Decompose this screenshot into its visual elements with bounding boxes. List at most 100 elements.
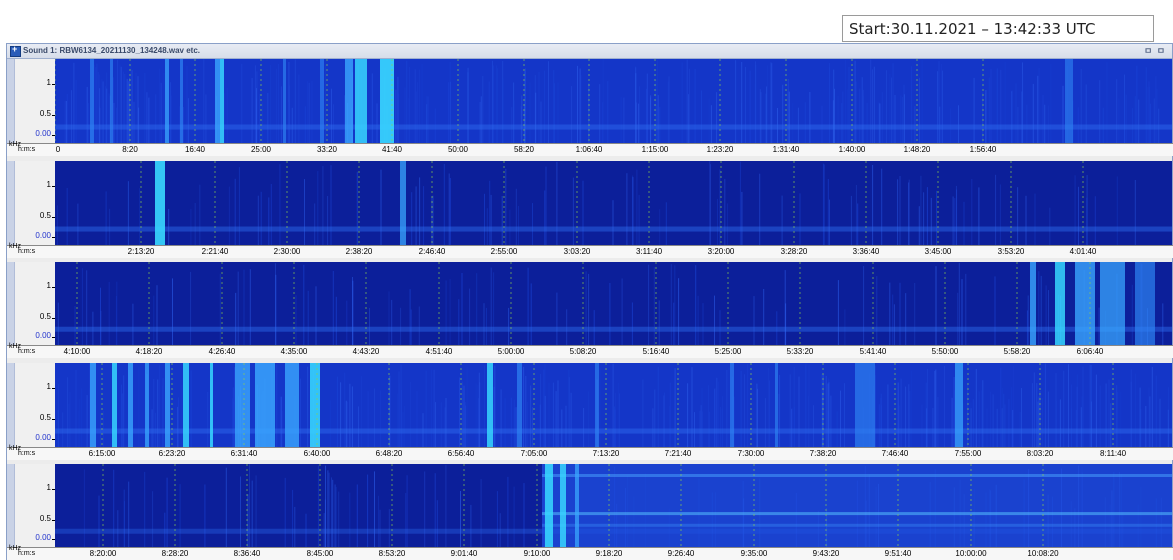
spectral-noise-streak (330, 165, 332, 245)
spectral-noise-streak (694, 69, 696, 143)
spectrogram-panel[interactable]: 1 0.5 0.00 kHz h:m:s 0 8:20 16:40 25:00 33:20 41:4… (7, 59, 1173, 156)
spectral-noise-streak (288, 102, 290, 143)
spectral-noise-streak (448, 82, 450, 143)
window-title-bar[interactable]: Sound 1: RBW6134_20211130_134248.wav etc… (7, 44, 1172, 59)
spectral-noise-streak (828, 378, 830, 447)
spectral-noise-streak (793, 407, 795, 447)
spectral-noise-streak (477, 384, 479, 447)
spectral-noise-streak (809, 92, 811, 143)
spectral-noise-streak (225, 467, 227, 547)
spectrogram-panel[interactable]: 1 0.5 0.00 kHz h:m:s 8:20:00 8:28:20 8:36:40 8:4… (7, 464, 1173, 560)
spectral-noise-streak (954, 198, 956, 245)
signal-event (345, 59, 353, 143)
spectral-noise-streak (1017, 187, 1019, 245)
spectral-noise-streak (270, 184, 272, 245)
spectral-noise-streak (443, 163, 445, 245)
spectral-noise-streak (434, 473, 436, 547)
spectral-noise-streak (486, 208, 488, 245)
spectral-noise-streak (1012, 409, 1014, 447)
frequency-unit-label: kHz (9, 243, 22, 250)
signal-event (110, 59, 113, 143)
time-tick-label: 7:30:00 (737, 449, 765, 458)
spectral-noise-streak (374, 388, 375, 447)
frequency-tick-label: 0.5 (39, 211, 51, 221)
spectral-noise-streak (489, 180, 491, 245)
spectral-noise-streak (925, 382, 927, 447)
spectral-noise-streak (935, 369, 937, 447)
spectral-noise-streak (749, 70, 751, 143)
spectral-noise-streak (128, 481, 130, 547)
signal-event (595, 363, 599, 447)
spectral-noise-streak (914, 106, 916, 143)
signal-event (1030, 262, 1036, 345)
spectral-noise-streak (873, 66, 875, 143)
spectral-noise-streak (911, 66, 913, 143)
spectral-noise-streak (241, 63, 243, 143)
spectrogram-image[interactable] (55, 363, 1172, 447)
spectral-noise-streak (836, 411, 838, 447)
spectral-noise-streak (117, 510, 119, 547)
spectral-noise-streak (449, 279, 451, 345)
time-unit-label: h:m:s (18, 450, 36, 457)
spectral-noise-streak (919, 77, 920, 143)
spectral-noise-streak (123, 71, 125, 143)
spectrogram-image[interactable] (55, 161, 1172, 245)
spectral-noise-streak (482, 76, 484, 143)
spectral-noise-streak (484, 193, 485, 245)
spectral-noise-streak (99, 74, 100, 143)
spectral-noise-streak (1099, 80, 1101, 143)
spectral-noise-streak (787, 91, 789, 143)
spectral-noise-streak (162, 378, 164, 447)
spectral-noise-streak (909, 390, 911, 447)
spectral-noise-streak (164, 512, 166, 547)
spectral-noise-streak (511, 107, 513, 143)
spectral-noise-streak (303, 264, 305, 345)
time-tick-label: 1:23:20 (706, 145, 734, 154)
spectral-noise-streak (1102, 107, 1104, 143)
spectral-noise-streak (483, 303, 485, 345)
time-axis: kHz h:m:s 0 8:20 16:40 25:00 33:20 41:40 50:00 58… (7, 141, 1173, 156)
spectral-noise-streak (99, 88, 101, 143)
spectral-noise-streak (871, 69, 873, 143)
spectrogram-image[interactable] (55, 262, 1172, 345)
time-tick-label: 10:00:00 (955, 549, 987, 558)
spectral-noise-streak (410, 309, 412, 345)
signal-event (310, 363, 320, 447)
spectral-noise-streak (955, 185, 957, 245)
spectrogram-panel[interactable]: 1 0.5 0.00 kHz h:m:s 6:15:00 6:23:20 6:31:40 6:4… (7, 363, 1173, 460)
spectral-noise-streak (1037, 401, 1039, 447)
spectrogram-panel[interactable]: 1 0.5 0.00 kHz h:m:s 4:10:00 4:18:20 4:26:40 4:3… (7, 262, 1173, 358)
spectrogram-image[interactable] (55, 464, 1172, 547)
spectral-noise-streak (709, 161, 711, 245)
spectral-noise-streak (524, 71, 526, 143)
spectral-noise-streak (480, 96, 482, 143)
spectral-noise-streak (897, 382, 899, 447)
spectral-noise-streak (583, 408, 585, 447)
time-tick-label: 10:08:20 (1027, 549, 1059, 558)
spectral-noise-streak (701, 90, 702, 143)
spectral-noise-streak (1036, 383, 1038, 447)
spectral-noise-streak (243, 269, 245, 345)
spectral-noise-streak (232, 387, 234, 447)
spectrogram-panel[interactable]: 1 0.5 0.00 kHz h:m:s 2:13:20 2:21:40 2:30:00 2:3… (7, 161, 1173, 258)
spectral-noise-streak (426, 96, 428, 143)
spectrogram-canvas (55, 161, 1172, 245)
spectrogram-image[interactable] (55, 59, 1172, 143)
spectral-noise-streak (1105, 393, 1107, 447)
spectral-noise-streak (1139, 387, 1141, 447)
spectral-noise-streak (1068, 364, 1069, 447)
spectral-noise-streak (488, 81, 490, 143)
spectral-noise-streak (717, 381, 719, 447)
frequency-tick-label: 0.00 (35, 532, 51, 542)
spectral-noise-streak (1021, 91, 1023, 143)
time-tick-label: 3:53:20 (997, 247, 1025, 256)
spectral-noise-streak (990, 69, 992, 143)
spectral-noise-streak (153, 295, 155, 345)
time-tick-label: 3:36:40 (852, 247, 880, 256)
spectral-noise-streak (1022, 62, 1023, 143)
spectral-noise-streak (138, 366, 140, 447)
window-controls-icon[interactable]: ㅁ ㅁ (1143, 46, 1166, 56)
spectral-noise-streak (1047, 391, 1049, 447)
spectral-noise-streak (756, 383, 758, 447)
spectral-noise-streak (797, 107, 799, 143)
